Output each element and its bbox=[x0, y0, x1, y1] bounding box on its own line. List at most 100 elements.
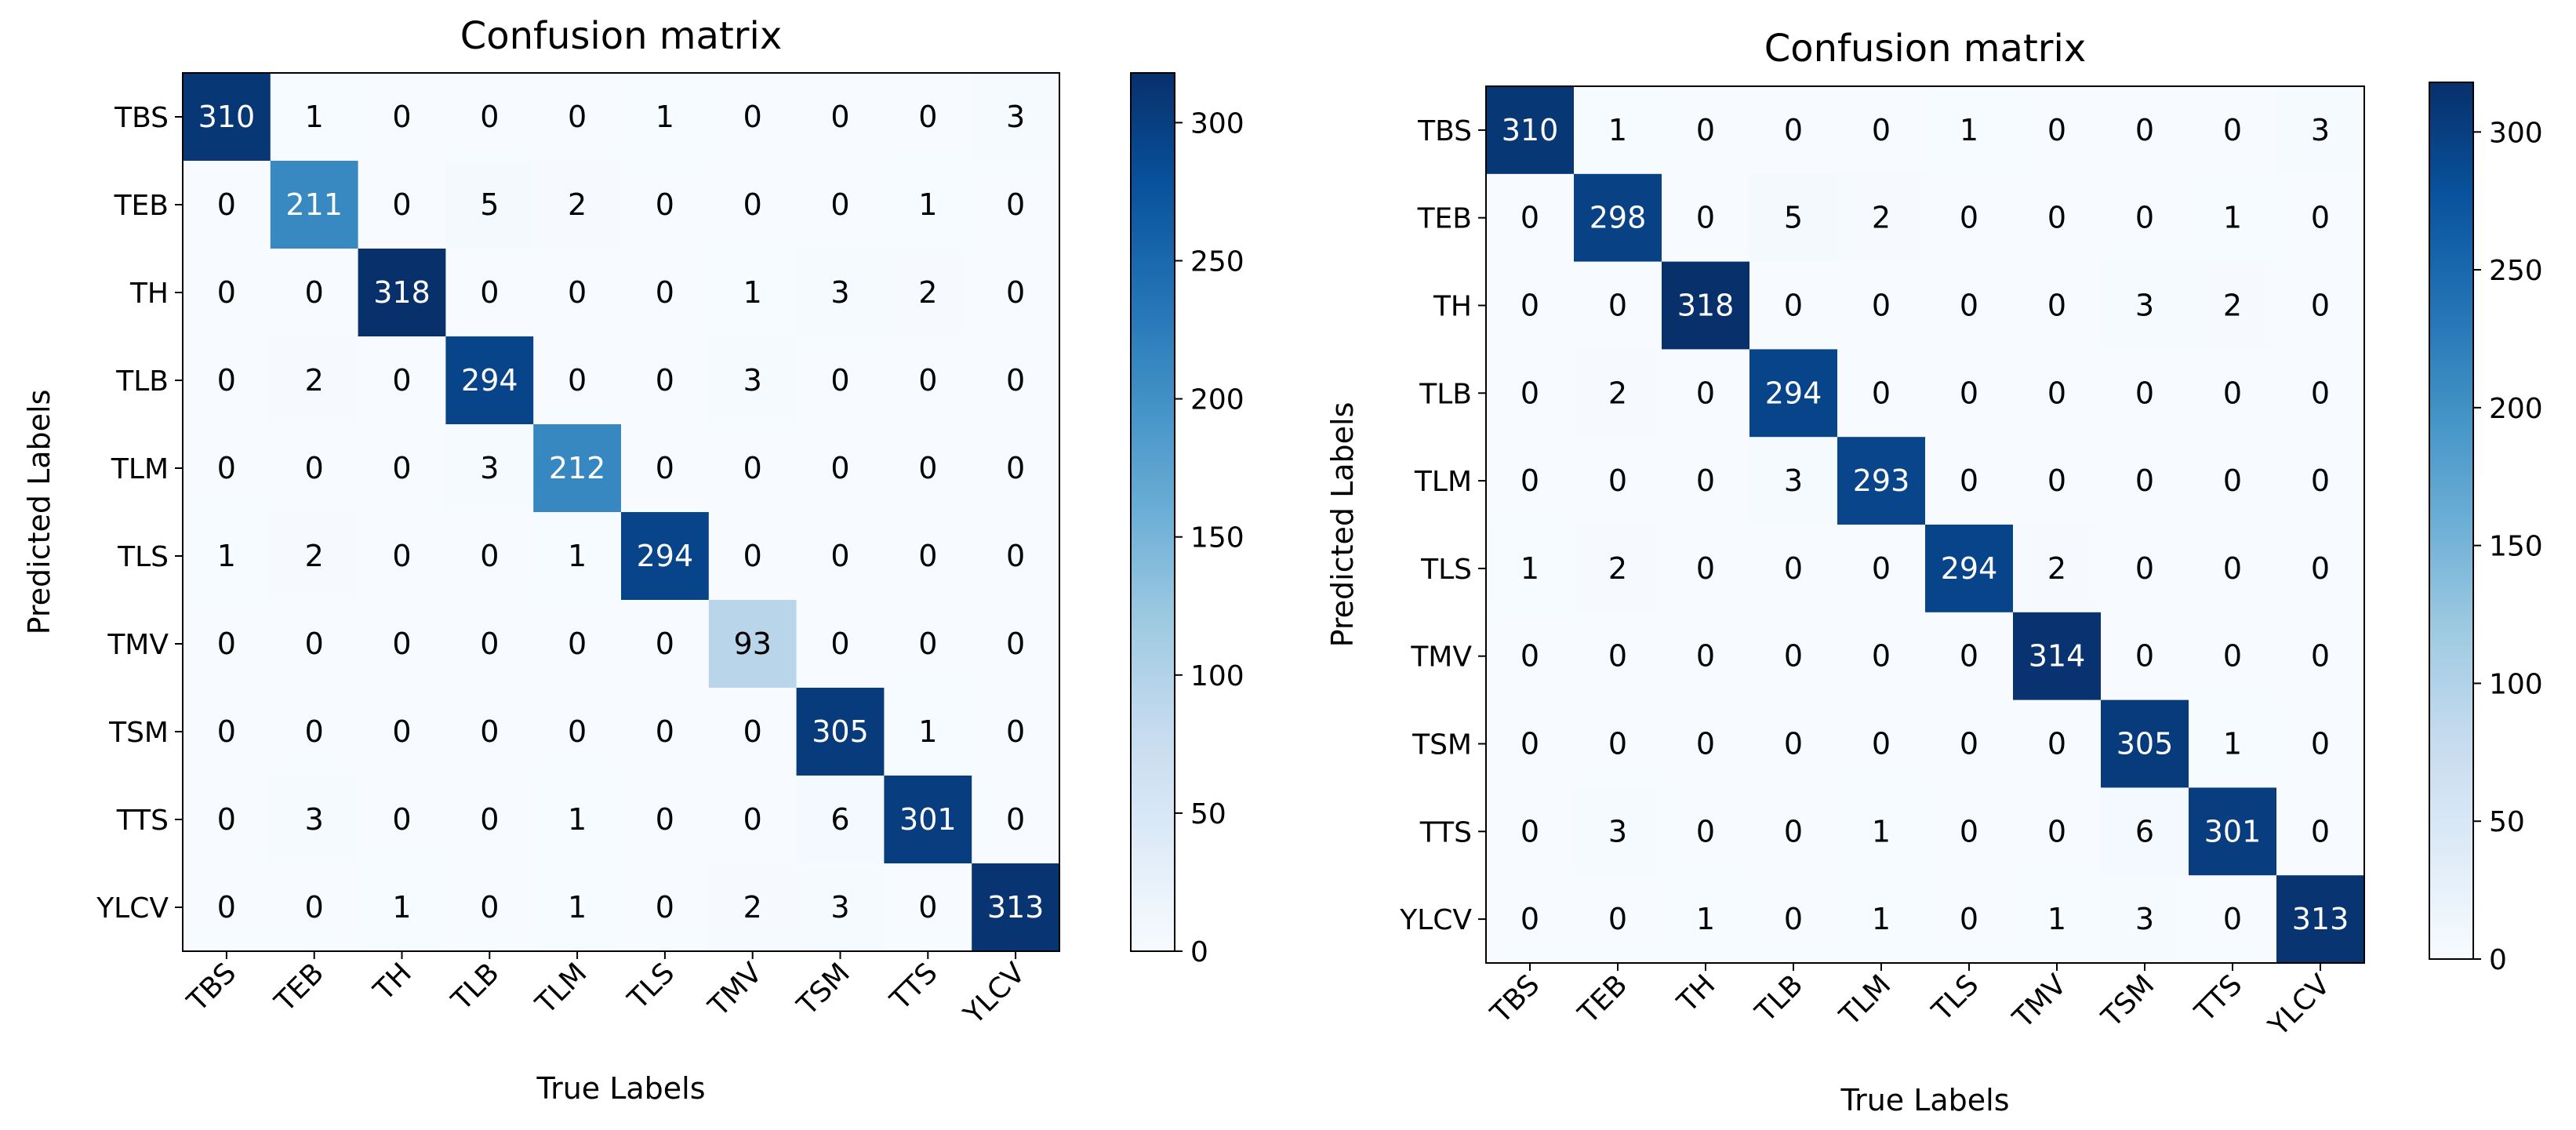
cell-value-label: 1 bbox=[2223, 201, 2242, 235]
y-tick-label: TMV bbox=[107, 629, 169, 661]
heatmap-cell bbox=[2189, 261, 2277, 350]
heatmap-cell bbox=[445, 688, 534, 776]
cell-value-label: 0 bbox=[2047, 814, 2066, 848]
heatmap-cell bbox=[533, 776, 622, 864]
heatmap-cell bbox=[2276, 349, 2365, 438]
heatmap-cell bbox=[183, 249, 271, 337]
cell-value-label: 0 bbox=[743, 187, 762, 222]
cell-value-label: 0 bbox=[1784, 639, 1803, 674]
cell-value-label: 310 bbox=[198, 100, 256, 134]
cell-value-label: 0 bbox=[2047, 727, 2066, 761]
cell-value-label: 1 bbox=[918, 714, 937, 749]
x-tick-label: TTS bbox=[884, 957, 944, 1017]
heatmap-cell bbox=[972, 600, 1060, 689]
heatmap-cell bbox=[2189, 86, 2277, 175]
y-tick-label: TEB bbox=[114, 190, 169, 222]
heatmap-cell bbox=[270, 424, 359, 513]
cell-value-label: 0 bbox=[480, 100, 499, 134]
heatmap-cell bbox=[1662, 173, 1750, 263]
cell-value-label: 0 bbox=[392, 714, 411, 749]
heatmap-cell bbox=[621, 161, 710, 249]
heatmap-cell bbox=[1837, 349, 1926, 438]
cell-value-label: 0 bbox=[2135, 113, 2154, 147]
cell-value-label: 0 bbox=[830, 187, 849, 222]
cell-value-label: 293 bbox=[1853, 463, 1910, 498]
y-tick-label: TLB bbox=[1419, 378, 1472, 410]
cell-value-label: 0 bbox=[1521, 727, 1539, 761]
heatmap-cell bbox=[884, 73, 972, 162]
cell-value-label: 0 bbox=[217, 187, 236, 222]
cell-value-label: 298 bbox=[1590, 201, 1647, 235]
cell-value-label: 0 bbox=[1608, 289, 1627, 323]
cell-value-label: 2 bbox=[1872, 201, 1891, 235]
cell-value-label: 0 bbox=[1960, 463, 1978, 498]
x-tick-label: YLCV bbox=[957, 957, 1032, 1031]
cell-value-label: 2 bbox=[305, 539, 324, 573]
heatmap-cell bbox=[2101, 349, 2189, 438]
cell-value-label: 0 bbox=[1784, 289, 1803, 323]
cell-value-label: 0 bbox=[1521, 289, 1539, 323]
plot-frame bbox=[1485, 85, 2365, 964]
heatmap-cell bbox=[533, 73, 622, 162]
heatmap-cell bbox=[621, 249, 710, 337]
cell-value-label: 0 bbox=[1521, 201, 1539, 235]
heatmap-cell bbox=[1574, 349, 1662, 438]
confusion-matrix-1: 310 1 0 0 0 1 0 0 0 30 211 0 5 2 0 0 0 1 00 0 318 0 0 0 1 3 2 00 2 0 2… bbox=[22, 14, 1244, 1106]
heatmap-cell bbox=[183, 336, 271, 425]
heatmap-cell bbox=[2189, 612, 2277, 701]
cell-value-label: 0 bbox=[743, 802, 762, 837]
cell-value-label: 0 bbox=[1608, 727, 1627, 761]
heatmap-cell bbox=[2013, 261, 2102, 350]
heatmap-cell bbox=[270, 688, 359, 776]
cell-value-label: 0 bbox=[217, 802, 236, 837]
heatmap-cell bbox=[708, 161, 798, 249]
heatmap-cell bbox=[1749, 787, 1838, 876]
cell-value-label: 0 bbox=[392, 802, 411, 837]
heatmap-cell bbox=[1749, 261, 1838, 350]
cell-value-label: 0 bbox=[480, 275, 499, 310]
cell-value-label: 0 bbox=[2223, 463, 2242, 498]
heatmap-cell bbox=[2013, 437, 2102, 525]
heatmap-cell bbox=[1574, 437, 1662, 525]
heatmap-cell bbox=[2101, 173, 2189, 263]
heatmap-cell bbox=[358, 512, 446, 601]
cell-value-label: 0 bbox=[1960, 902, 1978, 936]
colorbar-tick-label: 200 bbox=[2489, 393, 2543, 425]
heatmap-cell bbox=[1574, 787, 1662, 876]
cell-value-label: 1 bbox=[1872, 814, 1891, 848]
cell-value-label: 0 bbox=[217, 890, 236, 925]
heatmap-cell bbox=[796, 512, 885, 601]
heatmap-cell bbox=[445, 424, 534, 513]
cell-value-label: 294 bbox=[637, 539, 694, 573]
y-tick-label: YLCV bbox=[1399, 904, 1472, 936]
x-tick-label: TH bbox=[367, 957, 417, 1007]
heatmap-cell bbox=[708, 512, 798, 601]
cell-value-label: 0 bbox=[1960, 639, 1978, 674]
heatmap-cell bbox=[1837, 437, 1926, 525]
x-tick-label: TLM bbox=[1833, 968, 1897, 1032]
cell-value-label: 0 bbox=[2135, 551, 2154, 586]
heatmap-cell bbox=[1662, 349, 1750, 438]
heatmap-cell bbox=[1574, 699, 1662, 788]
cell-value-label: 0 bbox=[305, 275, 324, 310]
heatmap-cell bbox=[972, 73, 1060, 162]
cell-value-label: 0 bbox=[743, 100, 762, 134]
heatmap-cell bbox=[533, 863, 622, 952]
cell-value-label: 0 bbox=[1696, 727, 1715, 761]
heatmap-cell bbox=[358, 249, 446, 337]
cell-value-label: 305 bbox=[812, 714, 869, 749]
heatmap-cell bbox=[1662, 612, 1750, 701]
cell-value-label: 3 bbox=[2311, 113, 2330, 147]
heatmap-cell bbox=[2189, 437, 2277, 525]
heatmap-cell bbox=[621, 73, 710, 162]
cell-value-label: 294 bbox=[1765, 376, 1822, 410]
heatmap-cell bbox=[2276, 612, 2365, 701]
cell-value-label: 1 bbox=[1960, 113, 1978, 147]
cell-value-label: 5 bbox=[1784, 201, 1803, 235]
cell-value-label: 0 bbox=[392, 451, 411, 485]
cell-value-label: 0 bbox=[1784, 814, 1803, 848]
heatmap-cell bbox=[884, 863, 972, 952]
cell-value-label: 0 bbox=[1872, 113, 1891, 147]
heatmap-cell bbox=[1662, 699, 1750, 788]
cell-value-label: 0 bbox=[1960, 727, 1978, 761]
